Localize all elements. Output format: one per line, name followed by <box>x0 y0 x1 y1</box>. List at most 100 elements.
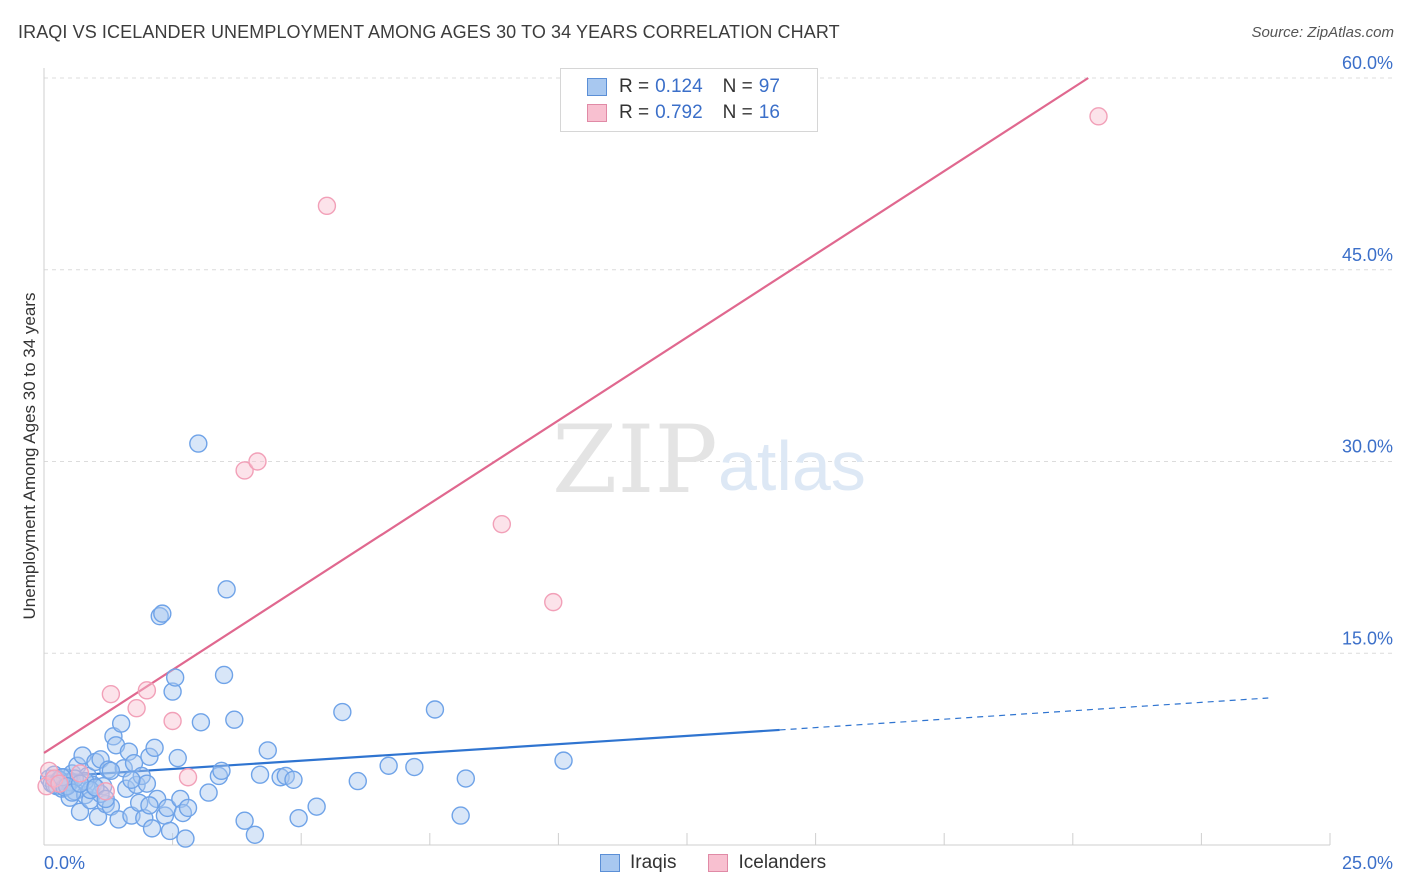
point-iraqis <box>111 714 131 733</box>
point-iraqis <box>214 665 234 685</box>
point-iraqis <box>225 710 244 729</box>
point-iraqis <box>70 802 90 821</box>
point-iraqis <box>140 796 159 815</box>
point-icelanders <box>248 452 267 471</box>
point-iraqis <box>150 606 169 626</box>
watermark-zip: ZIP <box>552 406 718 515</box>
point-iraqis <box>284 770 303 790</box>
point-iraqis <box>140 747 159 766</box>
source-label: Source: ZipAtlas.com <box>1251 24 1394 41</box>
point-icelanders <box>492 514 512 534</box>
point-iraqis <box>235 811 254 830</box>
point-iraqis <box>168 748 187 768</box>
point-iraqis <box>405 757 424 777</box>
legend-n-value: 97 <box>758 76 780 97</box>
point-iraqis <box>165 668 185 687</box>
legend-label-icelanders: Icelanders <box>738 852 827 873</box>
point-iraqis <box>163 682 182 701</box>
point-iraqis <box>191 713 211 732</box>
point-icelanders <box>127 699 146 718</box>
point-iraqis <box>178 798 198 818</box>
tick-labels: 15.0% 30.0% 45.0% 60.0% 0.0% 25.0% <box>44 53 1393 873</box>
legend-r-value: 0.792 <box>655 102 703 123</box>
data-points <box>37 107 1108 848</box>
legend-item-iraqis: Iraqis <box>600 852 676 874</box>
point-iraqis <box>153 604 172 623</box>
point-iraqis <box>199 783 218 802</box>
point-iraqis <box>122 770 141 790</box>
point-icelanders <box>70 764 90 783</box>
point-icelanders <box>544 592 563 612</box>
point-icelanders <box>317 196 337 216</box>
legend-swatch-icelanders <box>708 854 729 872</box>
legend-row-icelanders: R = 0.792 N = 16 <box>587 100 786 126</box>
x-tick-label: 0.0% <box>44 853 85 873</box>
trend-line-iraqis <box>43 728 780 779</box>
point-iraqis <box>425 700 445 719</box>
legend-n-label: N = <box>722 102 753 123</box>
point-iraqis <box>245 825 265 844</box>
point-icelanders <box>235 461 254 480</box>
point-icelanders <box>178 768 198 787</box>
legend-n-label: N = <box>722 76 753 97</box>
point-icelanders <box>163 711 182 731</box>
point-icelanders <box>45 769 64 788</box>
legend-r-label: R = <box>619 102 650 123</box>
y-tick-label: 60.0% <box>1342 53 1393 73</box>
point-iraqis <box>333 702 352 722</box>
point-iraqis <box>86 778 105 797</box>
point-iraqis <box>212 761 231 781</box>
y-tick-label: 45.0% <box>1342 245 1393 265</box>
point-iraqis <box>456 769 476 788</box>
watermark-atlas: atlas <box>718 427 866 505</box>
legend-label-iraqis: Iraqis <box>630 852 677 873</box>
legend-swatch-icelanders <box>587 104 607 122</box>
point-iraqis <box>379 756 398 775</box>
point-iraqis <box>289 808 308 828</box>
point-iraqis <box>189 434 208 453</box>
chart-title: IRAQI VS ICELANDER UNEMPLOYMENT AMONG AG… <box>18 22 840 42</box>
legend-swatch-iraqis <box>600 854 620 872</box>
point-icelanders <box>96 782 115 801</box>
point-iraqis <box>250 765 270 784</box>
point-icelanders <box>137 681 157 700</box>
point-iraqis <box>142 819 162 838</box>
point-icelanders <box>1089 107 1108 126</box>
watermark: ZIP atlas <box>552 406 866 515</box>
stats-legend: R = 0.124 N = 97 R = 0.792 N = 16 <box>560 68 818 132</box>
point-iraqis <box>119 742 139 761</box>
point-iraqis <box>96 789 115 809</box>
point-icelanders <box>50 774 69 793</box>
y-tick-label: 30.0% <box>1342 437 1393 457</box>
point-icelanders <box>101 684 121 704</box>
trend-extension-iraqis <box>779 697 1269 731</box>
y-axis-label: Unemployment Among Ages 30 to 34 years <box>20 293 39 620</box>
trend-lines <box>43 77 1269 779</box>
legend-row-iraqis: R = 0.124 N = 97 <box>587 74 786 100</box>
legend-swatch-iraqis <box>587 78 607 96</box>
point-iraqis <box>217 580 236 599</box>
point-iraqis <box>451 806 470 825</box>
point-iraqis <box>258 741 277 760</box>
point-iraqis <box>137 774 157 793</box>
point-iraqis <box>145 738 164 758</box>
point-iraqis <box>173 803 193 823</box>
axes <box>43 68 1331 846</box>
point-iraqis <box>117 779 136 798</box>
series-legend: Iraqis Icelanders <box>600 852 858 874</box>
legend-r-value: 0.124 <box>655 76 703 97</box>
point-iraqis <box>101 761 121 781</box>
point-iraqis <box>348 771 367 791</box>
legend-r-label: R = <box>619 76 650 97</box>
trend-line-icelanders <box>43 77 1089 754</box>
point-iraqis <box>160 821 180 841</box>
x-tick-label: 25.0% <box>1342 853 1393 873</box>
point-iraqis <box>176 829 195 848</box>
point-iraqis <box>307 797 326 816</box>
point-iraqis <box>554 751 573 770</box>
legend-item-icelanders: Icelanders <box>708 852 826 874</box>
y-tick-label: 15.0% <box>1342 628 1393 648</box>
legend-n-value: 16 <box>758 102 780 123</box>
grid <box>44 77 1394 654</box>
